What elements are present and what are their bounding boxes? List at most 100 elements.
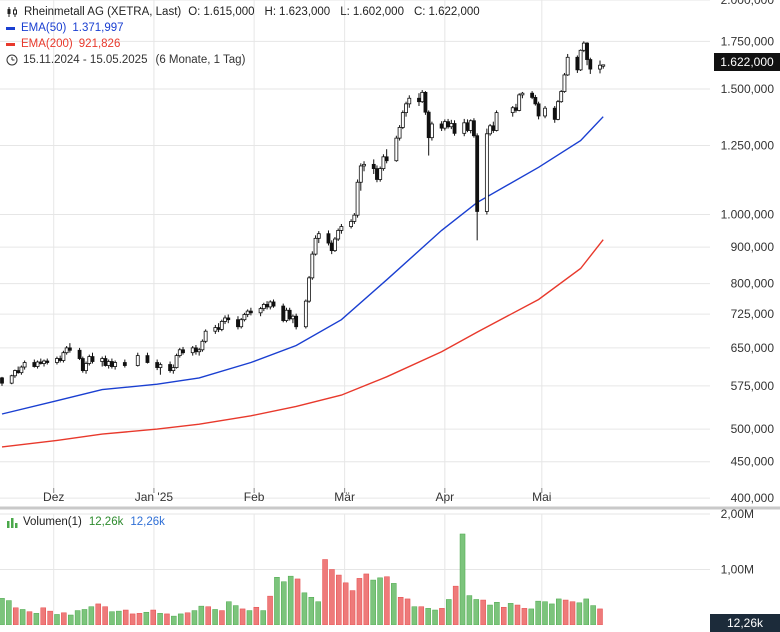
candle[interactable] [575, 55, 580, 73]
volume-bar[interactable] [459, 533, 466, 625]
candle[interactable] [384, 149, 389, 164]
volume-bar[interactable] [54, 614, 60, 625]
volume-bar[interactable] [301, 592, 308, 625]
candle[interactable] [13, 369, 17, 378]
volume-bar[interactable] [377, 577, 383, 625]
candle[interactable] [400, 110, 405, 130]
volume-bar[interactable] [184, 612, 191, 625]
candle[interactable] [514, 103, 518, 113]
candle[interactable] [494, 110, 499, 132]
candle[interactable] [84, 361, 88, 374]
candle[interactable] [462, 118, 467, 137]
volume-bar[interactable] [487, 604, 493, 625]
volume-bar[interactable] [418, 606, 425, 625]
candle[interactable] [58, 355, 63, 363]
volume-bar[interactable] [528, 608, 535, 625]
volume-bar[interactable] [336, 574, 342, 625]
volume-bar[interactable] [129, 613, 136, 625]
candle[interactable] [87, 354, 92, 366]
candle[interactable] [310, 251, 315, 280]
candle[interactable] [439, 121, 444, 131]
candle[interactable] [556, 99, 560, 121]
candle[interactable] [77, 347, 82, 361]
legend-ema200-row[interactable]: EMA(200) 921,826 [6, 36, 480, 52]
candle[interactable] [426, 110, 431, 156]
volume-bar[interactable] [226, 601, 232, 625]
candle[interactable] [404, 101, 408, 117]
volume-bar[interactable] [212, 609, 218, 625]
volume-bar[interactable] [569, 601, 576, 625]
candle[interactable] [168, 361, 172, 373]
volume-bar[interactable] [12, 607, 19, 625]
volume-bar[interactable] [315, 601, 321, 625]
volume-bar[interactable] [370, 579, 376, 625]
candle[interactable] [336, 228, 341, 242]
candle[interactable] [578, 49, 583, 72]
volume-bar[interactable] [267, 595, 273, 625]
candle[interactable] [22, 360, 27, 370]
volume-bar[interactable] [61, 612, 67, 625]
volume-bar[interactable] [287, 575, 294, 625]
volume-bar[interactable] [26, 611, 33, 625]
candle[interactable] [423, 91, 428, 115]
candle[interactable] [465, 119, 470, 133]
candle[interactable] [316, 231, 321, 244]
volume-bar[interactable] [281, 581, 287, 625]
volume-bar[interactable] [556, 598, 562, 625]
candle[interactable] [55, 356, 59, 365]
volume-bar[interactable] [349, 590, 356, 625]
candle[interactable] [200, 339, 205, 352]
candle[interactable] [533, 94, 538, 106]
candle[interactable] [110, 358, 114, 369]
volume-bar[interactable] [239, 608, 246, 625]
volume-bar[interactable] [411, 606, 418, 625]
candle[interactable] [223, 315, 227, 325]
candle[interactable] [177, 347, 182, 358]
candle[interactable] [520, 91, 525, 99]
candle[interactable] [32, 359, 37, 368]
candle[interactable] [329, 240, 334, 255]
candle[interactable] [394, 135, 399, 162]
candle[interactable] [80, 356, 85, 373]
volume-bar[interactable] [542, 601, 548, 625]
volume-bar[interactable] [95, 603, 101, 625]
candle[interactable] [349, 219, 354, 229]
candle[interactable] [145, 352, 150, 364]
candle[interactable] [475, 133, 480, 241]
volume-bar[interactable] [597, 608, 603, 625]
candle[interactable] [378, 166, 383, 182]
candle[interactable] [284, 307, 289, 323]
candle[interactable] [339, 223, 344, 234]
candle[interactable] [352, 213, 357, 224]
candle[interactable] [258, 306, 263, 317]
candle[interactable] [236, 316, 240, 330]
volume-bar[interactable] [576, 602, 583, 625]
candle[interactable] [67, 343, 72, 353]
volume-bar[interactable] [501, 606, 507, 625]
volume-bar[interactable] [198, 605, 205, 625]
candle[interactable] [371, 159, 376, 174]
volume-bar[interactable] [425, 608, 431, 625]
volume-bar[interactable] [583, 598, 590, 625]
volume-bar[interactable] [452, 585, 459, 625]
volume-bar[interactable] [150, 609, 156, 625]
volume-bar[interactable] [47, 610, 53, 625]
candle[interactable] [552, 106, 557, 123]
candle[interactable] [294, 313, 299, 330]
candle[interactable] [248, 307, 253, 316]
candle[interactable] [333, 237, 337, 253]
candle[interactable] [158, 362, 163, 375]
candle[interactable] [174, 353, 179, 369]
candle[interactable] [452, 120, 457, 136]
candle[interactable] [9, 374, 14, 385]
candle[interactable] [588, 57, 593, 74]
candle[interactable] [216, 323, 221, 333]
candle[interactable] [171, 364, 176, 374]
candle[interactable] [303, 299, 308, 329]
candle[interactable] [203, 329, 208, 344]
volume-bar[interactable] [109, 611, 115, 625]
ema50-line[interactable] [1, 116, 604, 415]
candle[interactable] [135, 352, 140, 367]
candle[interactable] [565, 53, 570, 76]
candle[interactable] [326, 230, 331, 246]
